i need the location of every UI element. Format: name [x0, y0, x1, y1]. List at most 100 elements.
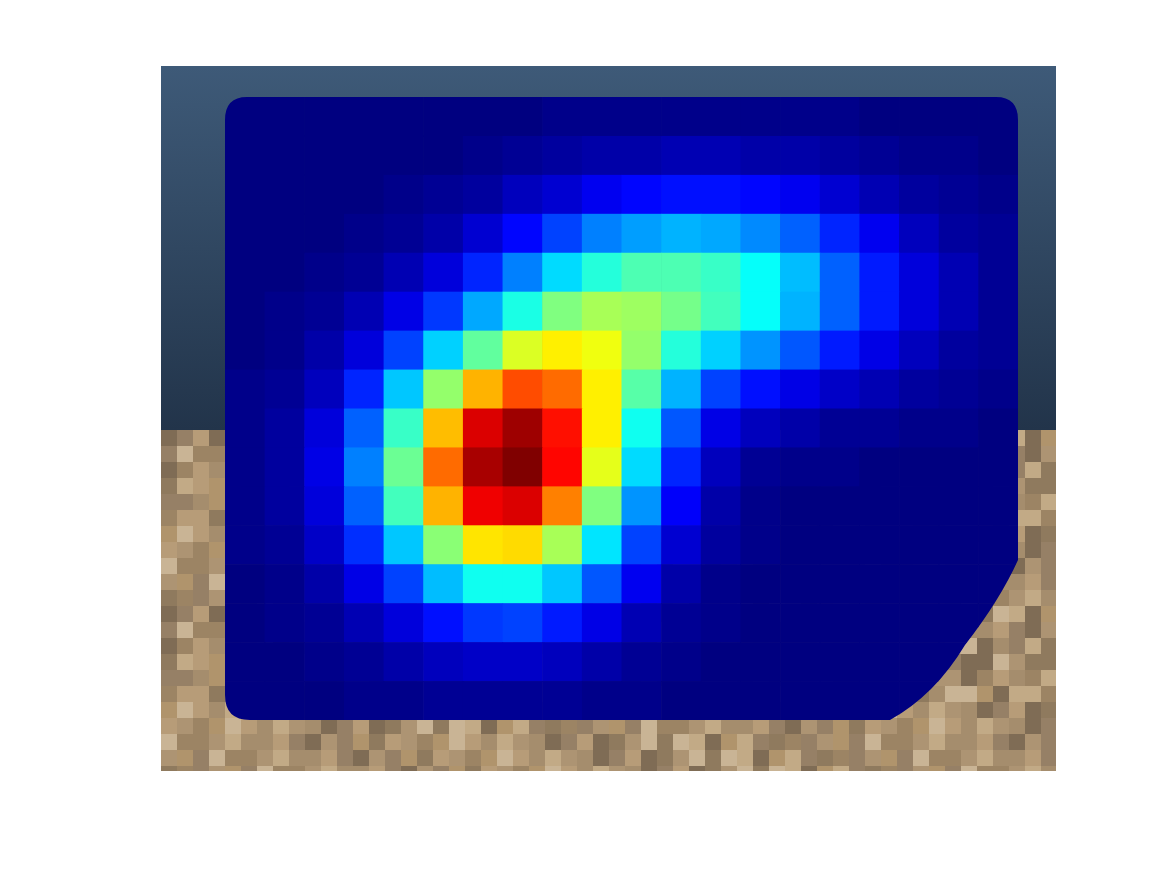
- sand-pixel: [209, 446, 225, 462]
- sand-pixel: [193, 654, 209, 670]
- sand-pixel: [177, 622, 193, 638]
- sand-pixel: [1025, 702, 1041, 718]
- heat-cell: [463, 486, 503, 526]
- heat-cell: [899, 525, 939, 565]
- sand-pixel: [865, 734, 881, 750]
- sand-pixel: [561, 734, 577, 750]
- sand-pixel: [1041, 654, 1056, 670]
- heat-cell: [780, 214, 820, 254]
- heat-cell: [463, 681, 503, 721]
- sand-pixel: [657, 750, 673, 766]
- sand-pixel: [257, 750, 273, 766]
- sand-pixel: [401, 734, 417, 750]
- sand-pixel: [881, 718, 897, 734]
- heat-cell: [820, 292, 860, 332]
- heat-cell: [939, 447, 979, 487]
- sand-pixel: [177, 686, 193, 702]
- sand-pixel: [721, 750, 737, 766]
- sand-pixel: [705, 718, 721, 734]
- sand-pixel: [641, 718, 657, 734]
- sand-pixel: [705, 766, 721, 771]
- sand-pixel: [401, 750, 417, 766]
- heat-cell: [622, 564, 662, 604]
- sand-pixel: [289, 750, 305, 766]
- sand-pixel: [625, 766, 641, 771]
- heat-cell: [820, 642, 860, 682]
- sand-pixel: [1041, 542, 1056, 558]
- sand-pixel: [1041, 606, 1056, 622]
- sand-pixel: [193, 638, 209, 654]
- heat-cell: [384, 253, 424, 293]
- heat-cell: [701, 447, 741, 487]
- heat-cell: [939, 253, 979, 293]
- sand-pixel: [161, 670, 177, 686]
- sand-pixel: [337, 718, 353, 734]
- heat-cell: [582, 525, 622, 565]
- sand-pixel: [657, 718, 673, 734]
- heat-cell: [582, 486, 622, 526]
- heat-cell: [384, 370, 424, 410]
- sand-pixel: [657, 766, 673, 771]
- heat-cell: [225, 525, 265, 565]
- heat-cell: [701, 525, 741, 565]
- heat-cell: [661, 409, 701, 449]
- sand-pixel: [529, 734, 545, 750]
- heat-cell: [344, 214, 384, 254]
- heat-cell: [780, 603, 820, 643]
- sand-pixel: [913, 750, 929, 766]
- sand-pixel: [353, 718, 369, 734]
- sand-pixel: [177, 702, 193, 718]
- sand-pixel: [577, 734, 593, 750]
- heat-cell: [899, 603, 939, 643]
- sand-pixel: [161, 446, 177, 462]
- heat-cell: [423, 486, 463, 526]
- sand-pixel: [849, 734, 865, 750]
- heat-cell: [859, 525, 899, 565]
- heat-cell: [820, 136, 860, 176]
- sand-pixel: [689, 734, 705, 750]
- sand-pixel: [1041, 446, 1056, 462]
- heat-cell: [225, 97, 265, 137]
- sand-pixel: [1041, 494, 1056, 510]
- sand-pixel: [577, 718, 593, 734]
- heat-cell: [780, 525, 820, 565]
- sand-pixel: [625, 734, 641, 750]
- sand-pixel: [961, 750, 977, 766]
- heat-cell: [225, 175, 265, 215]
- sand-pixel: [577, 750, 593, 766]
- heat-cell: [344, 603, 384, 643]
- heat-cell: [225, 292, 265, 332]
- sand-pixel: [769, 750, 785, 766]
- heat-cell: [503, 447, 543, 487]
- sand-pixel: [209, 686, 225, 702]
- sand-pixel: [193, 686, 209, 702]
- heat-cell: [463, 292, 503, 332]
- heat-cell: [344, 525, 384, 565]
- heat-cell: [304, 409, 344, 449]
- heat-cell: [384, 681, 424, 721]
- sand-pixel: [993, 702, 1009, 718]
- heat-cell: [780, 447, 820, 487]
- heat-cell: [740, 97, 780, 137]
- sand-pixel: [193, 606, 209, 622]
- heat-cell: [978, 564, 1018, 604]
- sand-pixel: [993, 670, 1009, 686]
- sand-pixel: [865, 766, 881, 771]
- heat-cell: [978, 292, 1018, 332]
- sand-pixel: [369, 734, 385, 750]
- sand-pixel: [961, 654, 977, 670]
- sand-pixel: [209, 430, 225, 446]
- sand-pixel: [865, 750, 881, 766]
- heat-cell: [899, 97, 939, 137]
- heat-cell: [503, 486, 543, 526]
- heat-cell: [740, 370, 780, 410]
- heat-cell: [503, 525, 543, 565]
- heat-cell: [622, 486, 662, 526]
- heat-cell: [265, 642, 305, 682]
- sand-pixel: [881, 734, 897, 750]
- heat-cell: [265, 603, 305, 643]
- sand-pixel: [161, 430, 177, 446]
- sand-pixel: [161, 638, 177, 654]
- sand-pixel: [705, 750, 721, 766]
- sand-pixel: [737, 750, 753, 766]
